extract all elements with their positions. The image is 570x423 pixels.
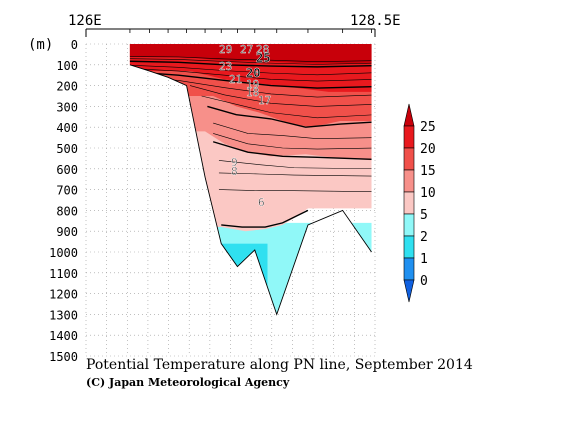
colorbar-top-triangle <box>403 103 415 127</box>
contour-label: 9 <box>231 156 238 169</box>
y-tick-label: 600 <box>56 163 78 177</box>
fill-25plus <box>129 44 372 64</box>
contour-line <box>213 122 372 139</box>
y-tick-label: 100 <box>56 59 78 73</box>
contour-label: 25 <box>256 51 270 65</box>
colorbar-tick-label: 0 <box>420 274 428 289</box>
colorbar-tick-label: 5 <box>420 208 428 223</box>
contour-label: 19 <box>246 78 259 91</box>
station-ticks <box>129 29 372 33</box>
contour-line <box>129 64 372 76</box>
contour-label: 23 <box>219 60 232 73</box>
y-tick-label: 500 <box>56 142 78 156</box>
contour-line <box>218 172 372 177</box>
y-tick-label: 1500 <box>49 350 78 364</box>
chart-title: Potential Temperature along PN line, Sep… <box>86 357 473 373</box>
colorbar-tick-label: 1 <box>420 252 428 267</box>
contour-label: 27 <box>240 43 253 56</box>
colorbar-tick-label: 2 <box>420 230 428 245</box>
colorbar-band <box>403 191 415 215</box>
y-tick-label: 1300 <box>49 308 78 322</box>
contour-line <box>129 67 372 82</box>
contour-line <box>129 56 372 62</box>
y-tick-label: 800 <box>56 204 78 218</box>
y-tick-label: 300 <box>56 100 78 114</box>
y-tick-label: 900 <box>56 225 78 239</box>
y-tick-label: 1000 <box>49 246 78 260</box>
y-tick-label: 400 <box>56 121 78 135</box>
contour-label: 21 <box>229 73 242 86</box>
contour-line <box>189 85 372 107</box>
fill-1-2-deep <box>129 243 268 315</box>
colorbar-tick-label: 25 <box>420 120 436 135</box>
contour-label: 18 <box>246 86 259 99</box>
contour-line <box>201 95 372 119</box>
y-tick-label: 200 <box>56 80 78 94</box>
contour-label: 29 <box>219 43 232 56</box>
y-tick-label: 1100 <box>49 267 78 281</box>
contour-line <box>212 141 372 161</box>
contour-label: 20 <box>246 66 260 80</box>
contour-label: 8 <box>231 165 238 178</box>
colorbar-band <box>403 235 415 259</box>
temperature-fill <box>129 44 372 315</box>
colorbar-bottom-triangle <box>403 279 415 303</box>
contour-line <box>207 105 372 128</box>
colorbar-band <box>403 257 415 281</box>
colorbar-band <box>403 147 415 171</box>
contour-line <box>129 60 372 68</box>
contour-label: 6 <box>258 196 265 209</box>
colorbar-band <box>403 125 415 149</box>
y-tick-label: 700 <box>56 184 78 198</box>
y-tick-label: 1200 <box>49 288 78 302</box>
colorbar-tick-label: 15 <box>420 164 436 179</box>
contour-label: 28 <box>256 43 269 56</box>
contour-line <box>221 209 309 228</box>
contour-line <box>218 160 372 170</box>
colorbar-band <box>403 213 415 237</box>
contour-line <box>129 70 372 89</box>
colorbar-band <box>403 169 415 193</box>
y-tick-label: 1400 <box>49 329 78 343</box>
colorbar-tick-label: 20 <box>420 142 436 157</box>
contour-line <box>213 133 372 150</box>
contour-label: 17 <box>258 94 271 107</box>
top-axis-label-right: 128.5E <box>350 13 401 29</box>
top-axis-label-left: 126E <box>68 13 102 29</box>
colorbar-tick-label: 10 <box>420 186 436 201</box>
y-axis-unit: (m) <box>28 37 53 53</box>
contour-line <box>129 58 372 65</box>
credit-line: (C) Japan Meteorological Agency <box>86 376 290 389</box>
y-tick-labels: 0 100 200 300 400 500 600 700 800 900 1000 1100 1200… <box>49 38 78 364</box>
contour-line <box>218 189 372 192</box>
y-tick-label: 0 <box>71 38 78 52</box>
bottom-profile <box>129 64 372 316</box>
